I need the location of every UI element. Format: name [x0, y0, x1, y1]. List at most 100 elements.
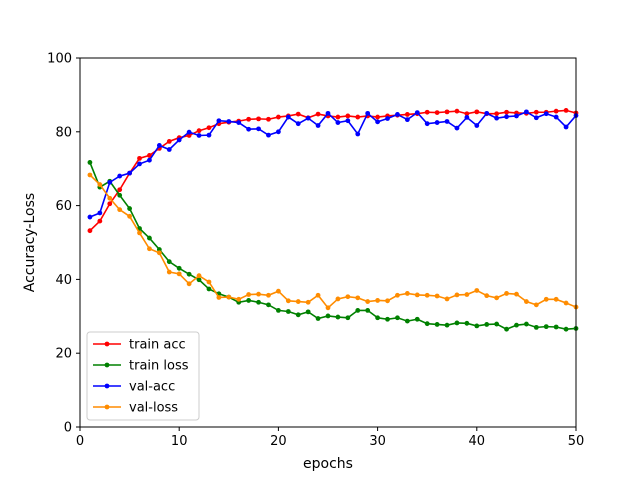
data-point-train-loss — [335, 314, 341, 320]
data-point-train-acc — [404, 112, 410, 117]
data-point-val-acc — [196, 133, 202, 138]
data-point-val-loss — [266, 292, 271, 298]
data-point-val-acc — [226, 119, 232, 124]
data-point-train-loss — [266, 302, 271, 308]
data-point-val-loss — [553, 296, 559, 302]
y-tick-label: 80 — [55, 125, 72, 140]
data-point-val-loss — [514, 291, 519, 297]
data-point-train-loss — [474, 323, 480, 329]
data-point-val-acc — [424, 121, 430, 127]
data-point-train-loss — [345, 315, 351, 321]
data-point-val-loss — [226, 294, 232, 300]
data-point-val-acc — [444, 119, 450, 124]
data-point-val-acc — [137, 161, 142, 167]
data-point-val-loss — [325, 305, 331, 311]
data-point-val-acc — [285, 114, 291, 120]
data-point-val-acc — [504, 114, 509, 120]
legend-label-train-loss: train loss — [129, 359, 189, 374]
data-point-val-loss — [295, 299, 301, 304]
data-point-train-acc — [454, 108, 460, 114]
data-point-train-loss — [355, 308, 361, 313]
data-point-val-loss — [454, 292, 460, 298]
legend-box — [86, 331, 200, 421]
y-tick-label: 20 — [55, 347, 72, 362]
data-point-train-acc — [246, 116, 252, 122]
data-point-train-acc — [494, 111, 500, 117]
data-point-val-loss — [474, 288, 480, 293]
data-point-train-acc — [256, 116, 261, 122]
x-tick-label: 40 — [469, 434, 486, 449]
legend-marker-train-loss — [104, 362, 110, 368]
data-point-val-acc — [266, 132, 271, 138]
data-point-val-acc — [117, 173, 123, 179]
data-point-train-acc — [434, 110, 440, 116]
data-point-val-acc — [97, 210, 103, 216]
data-point-train-loss — [454, 320, 460, 326]
data-point-val-loss — [404, 291, 410, 296]
data-point-train-loss — [176, 265, 182, 271]
data-point-val-loss — [127, 213, 132, 219]
data-point-val-acc — [464, 115, 470, 120]
data-point-train-acc — [464, 111, 470, 117]
data-point-train-loss — [186, 271, 192, 277]
data-point-train-acc — [206, 125, 212, 131]
x-tick-label: 50 — [568, 434, 585, 449]
y-axis-label: Accuracy-Loss — [22, 193, 38, 292]
data-point-val-acc — [375, 119, 380, 125]
data-point-val-acc — [524, 109, 529, 115]
data-point-train-acc — [315, 111, 321, 117]
data-point-val-acc — [355, 131, 361, 137]
data-point-train-acc — [335, 114, 341, 120]
data-point-val-acc — [107, 179, 113, 185]
data-point-val-loss — [87, 172, 93, 178]
data-point-train-acc — [196, 128, 202, 134]
data-point-train-acc — [166, 138, 172, 144]
data-point-val-loss — [236, 296, 242, 302]
data-point-train-loss — [434, 322, 440, 327]
data-point-train-loss — [285, 309, 291, 314]
data-point-val-loss — [484, 293, 490, 299]
data-point-train-loss — [276, 308, 281, 313]
data-point-val-loss — [414, 292, 420, 298]
data-point-val-acc — [87, 214, 93, 220]
data-point-train-acc — [117, 187, 123, 193]
data-point-val-loss — [137, 230, 142, 236]
data-point-train-acc — [147, 153, 152, 158]
data-point-val-acc — [206, 132, 212, 138]
data-point-val-acc — [186, 129, 192, 135]
data-point-train-acc — [474, 109, 480, 115]
data-point-train-loss — [504, 326, 509, 332]
data-point-val-acc — [414, 110, 420, 116]
data-point-train-loss — [256, 299, 261, 305]
data-point-val-loss — [424, 292, 430, 298]
x-tick-label: 20 — [270, 434, 287, 449]
data-point-train-acc — [424, 109, 430, 115]
data-point-val-acc — [176, 137, 182, 143]
data-point-val-loss — [276, 288, 281, 294]
data-point-train-acc — [345, 113, 351, 119]
data-point-train-loss — [87, 160, 93, 165]
data-point-val-loss — [524, 299, 529, 304]
data-point-train-loss — [484, 322, 490, 327]
data-point-train-acc — [533, 109, 539, 115]
data-point-train-loss — [563, 326, 569, 332]
data-point-train-loss — [424, 321, 430, 327]
data-point-train-loss — [166, 259, 172, 265]
data-point-val-acc — [216, 118, 222, 124]
data-point-train-loss — [385, 316, 390, 322]
data-point-train-acc — [266, 116, 271, 122]
data-point-val-loss — [345, 294, 351, 300]
data-point-train-acc — [375, 114, 380, 120]
y-tick-label: 60 — [55, 199, 72, 214]
data-point-val-acc — [454, 125, 460, 131]
data-point-train-loss — [305, 309, 311, 315]
data-point-val-loss — [365, 299, 371, 304]
data-point-train-loss — [414, 316, 420, 322]
data-point-val-acc — [494, 115, 500, 121]
plot-area — [87, 108, 579, 332]
legend: train acc train loss val-acc val-loss — [86, 331, 200, 421]
data-point-val-loss — [216, 295, 222, 300]
data-point-val-loss — [196, 273, 202, 279]
data-point-train-loss — [315, 316, 321, 321]
data-point-train-loss — [375, 315, 380, 321]
